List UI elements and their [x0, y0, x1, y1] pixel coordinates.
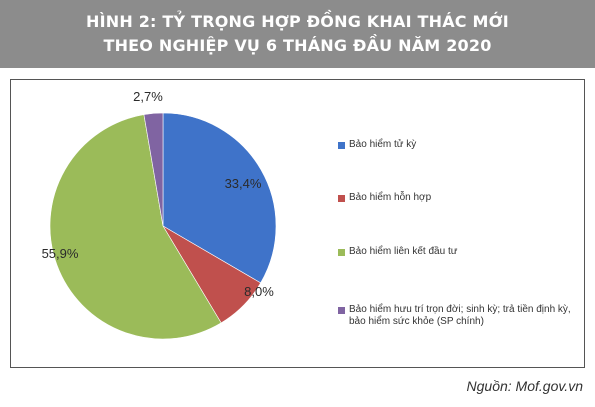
figure-title-banner: HÌNH 2: TỶ TRỌNG HỢP ĐỒNG KHAI THÁC MỚI …: [0, 0, 595, 68]
legend-label: Bảo hiểm liên kết đầu tư: [349, 246, 458, 257]
legend-swatch: [338, 249, 345, 256]
legend-swatch: [338, 195, 345, 202]
pie-slice: [143, 112, 164, 227]
legend-label: Bảo hiểm tử kỳ: [349, 139, 417, 150]
legend-item: Bảo hiểm liên kết đầu tư: [338, 246, 457, 258]
source-credit: Nguồn: Mof.gov.vn: [466, 378, 583, 394]
pie-data-label: 55,9%: [42, 246, 79, 261]
figure-title-line-2: THEO NGHIỆP VỤ 6 THÁNG ĐẦU NĂM 2020: [103, 36, 492, 55]
figure-title-line-1: HÌNH 2: TỶ TRỌNG HỢP ĐỒNG KHAI THÁC MỚI: [86, 12, 509, 31]
legend-swatch: [338, 307, 345, 314]
pie-data-label: 33,4%: [225, 176, 262, 191]
pie-data-label: 8,0%: [244, 284, 274, 299]
legend-item: Bảo hiểm hỗn hợp: [338, 192, 431, 204]
legend-item: Bảo hiểm hưu trí trọn đời; sinh kỳ; trả …: [338, 304, 573, 328]
legend-label: Bảo hiểm hưu trí trọn đời; sinh kỳ; trả …: [349, 304, 571, 327]
pie-data-label: 2,7%: [133, 89, 163, 104]
legend-item: Bảo hiểm tử kỳ: [338, 139, 416, 151]
pie-slice: [162, 112, 277, 284]
pie-slice: [49, 114, 222, 340]
legend-swatch: [338, 142, 345, 149]
legend-label: Bảo hiểm hỗn hợp: [349, 192, 432, 203]
